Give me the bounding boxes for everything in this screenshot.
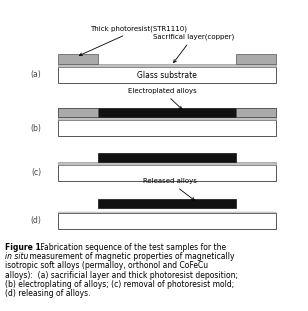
Text: Released alloys: Released alloys (143, 179, 197, 200)
Text: Sacrifical layer(copper): Sacrifical layer(copper) (152, 34, 234, 63)
Bar (58, 54, 98, 64)
Bar (58, 165, 276, 181)
Text: (c): (c) (31, 169, 41, 178)
Bar (58, 108, 98, 117)
Bar (58, 213, 276, 229)
Text: Glass substrate: Glass substrate (137, 71, 197, 80)
Bar (58, 211, 276, 213)
Text: (b): (b) (30, 123, 42, 132)
Bar (236, 108, 276, 117)
Text: (b) electroplating of alloys; (c) removal of photoresist mold;: (b) electroplating of alloys; (c) remova… (5, 280, 234, 289)
Text: isotropic soft alloys (permalloy, orthonol and CoFeCu: isotropic soft alloys (permalloy, orthon… (5, 262, 208, 270)
Bar (58, 120, 276, 136)
Bar (58, 64, 276, 67)
Text: measurement of magnetic properties of magnetically: measurement of magnetic properties of ma… (27, 252, 234, 261)
Text: Electroplated alloys: Electroplated alloys (128, 88, 197, 109)
Bar (58, 117, 276, 120)
Bar (98, 198, 236, 207)
Bar (236, 54, 276, 64)
Bar (58, 67, 276, 83)
Text: Fabrication sequence of the test samples for the: Fabrication sequence of the test samples… (38, 243, 226, 252)
Text: (a): (a) (30, 71, 41, 80)
Text: Thick photoresist(STR1110): Thick photoresist(STR1110) (79, 26, 187, 56)
Text: in situ: in situ (5, 252, 28, 261)
Bar (58, 108, 276, 117)
Text: alloys):  (a) sacrificial layer and thick photoresist deposition;: alloys): (a) sacrificial layer and thick… (5, 271, 238, 280)
Text: Figure 1.: Figure 1. (5, 243, 44, 252)
Text: (d): (d) (30, 216, 42, 225)
Text: (d) releasing of alloys.: (d) releasing of alloys. (5, 289, 91, 298)
Bar (58, 162, 276, 165)
Bar (98, 153, 236, 162)
